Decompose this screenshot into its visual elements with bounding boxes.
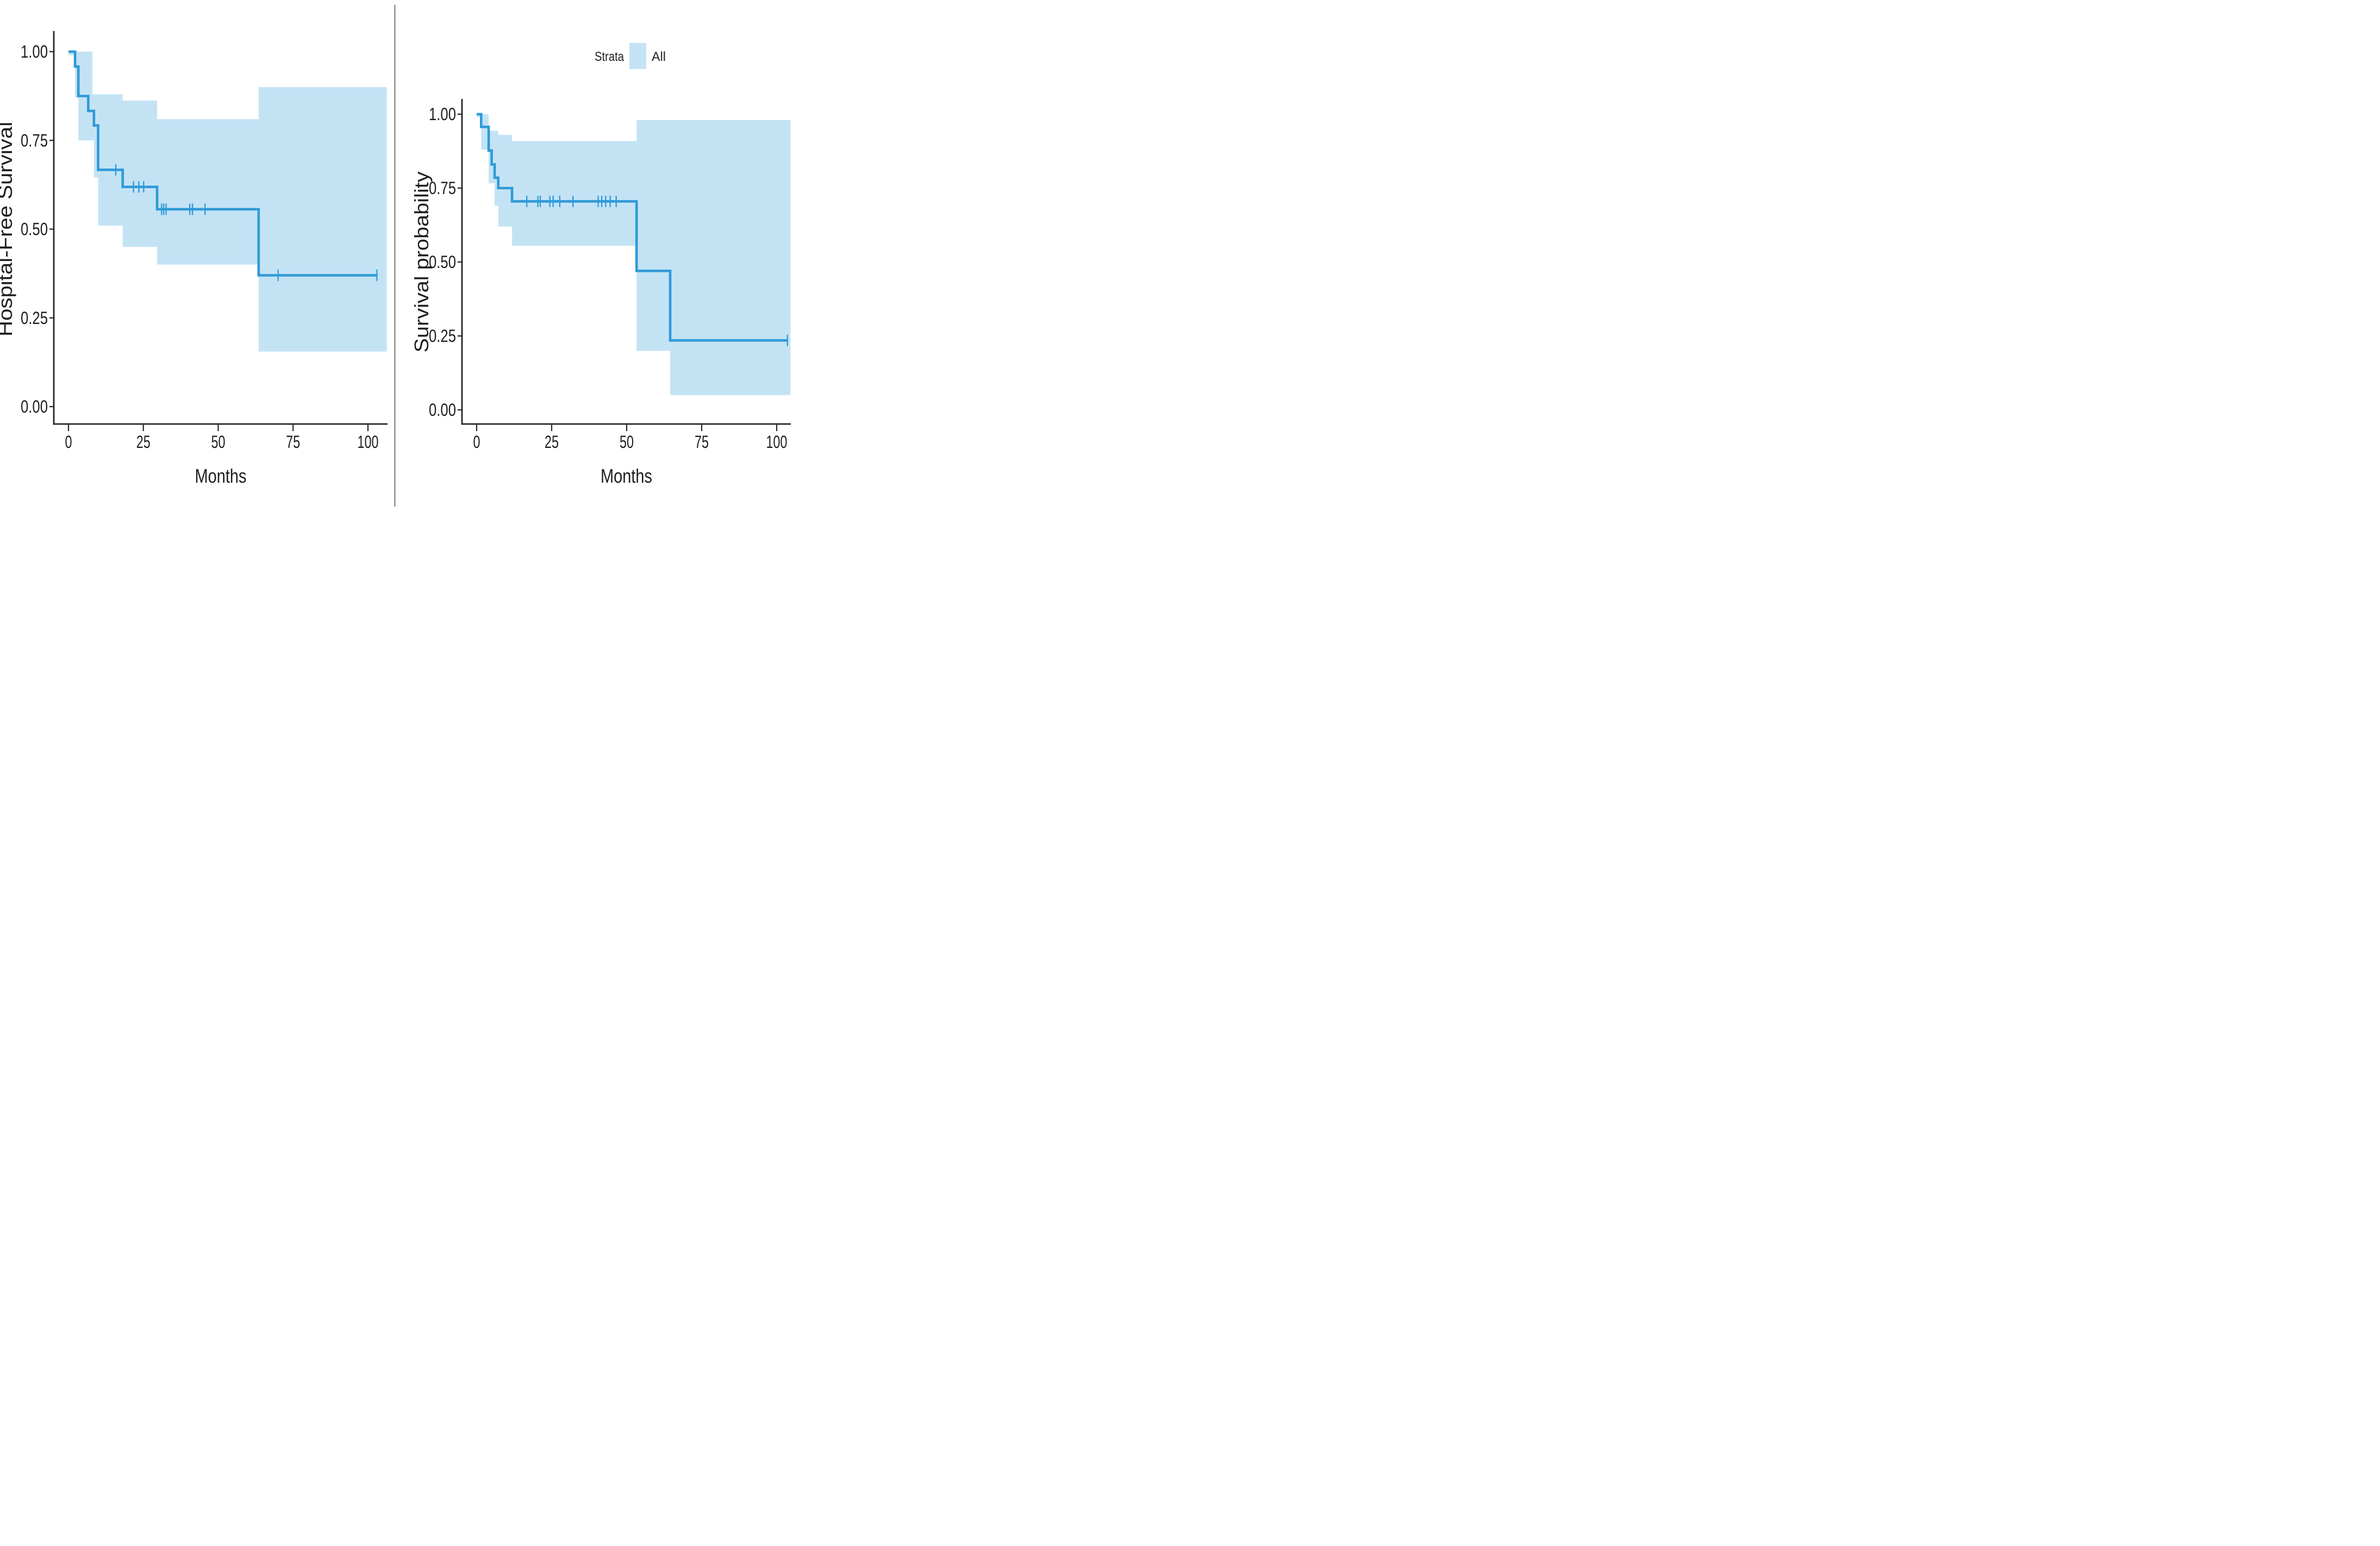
x-tick-label: 75 [695, 432, 709, 452]
survival-curve [68, 50, 377, 277]
km-figure: 0.00 0.25 0.50 0.75 1.00 0 25 50 75 100 Months Hosp… [0, 0, 794, 515]
x-tick-label: 100 [766, 432, 788, 452]
legend-swatch-all [629, 43, 646, 69]
x-tick-label: 100 [358, 432, 379, 452]
legend: Strata All [595, 43, 666, 69]
y-tick-label: 0.00 [21, 397, 48, 416]
y-axis-title: Survival probability [410, 172, 433, 353]
x-tick-label: 50 [620, 432, 634, 452]
y-tick-label: 1.00 [429, 104, 456, 124]
survival-curve [477, 113, 788, 342]
legend-item-all-label: All [652, 49, 666, 64]
y-tick-label: 0.50 [429, 252, 456, 272]
y-tick-label: 0.00 [429, 400, 456, 420]
x-tick-label: 25 [136, 432, 151, 452]
y-tick-label: 0.25 [429, 326, 456, 346]
survival-curves-svg: 0.00 0.25 0.50 0.75 1.00 0 25 50 75 100 Months Hosp… [0, 5, 791, 507]
x-axis-title: Months [601, 465, 652, 487]
km-plot-right: 0.00 0.25 0.50 0.75 1.00 0 25 50 75 100 Months Surv… [410, 99, 791, 487]
x-tick-label: 0 [65, 432, 72, 452]
y-tick-label: 0.75 [21, 130, 48, 150]
x-tick-label: 75 [286, 432, 300, 452]
x-tick-label: 50 [211, 432, 226, 452]
legend-title: Strata [595, 49, 624, 64]
y-axis-title: Hospital-Free Survival [0, 122, 16, 336]
confidence-band [68, 52, 387, 352]
x-tick-label: 25 [545, 432, 559, 452]
y-tick-label: 0.25 [21, 308, 48, 328]
km-plot-left: 0.00 0.25 0.50 0.75 1.00 0 25 50 75 100 Months Hosp… [0, 31, 388, 487]
y-tick-label: 0.75 [429, 178, 456, 198]
x-tick-label: 0 [473, 432, 480, 452]
x-axis-title: Months [195, 465, 247, 487]
confidence-band [477, 114, 791, 395]
y-tick-label: 0.50 [21, 220, 48, 239]
y-tick-label: 1.00 [21, 42, 48, 61]
